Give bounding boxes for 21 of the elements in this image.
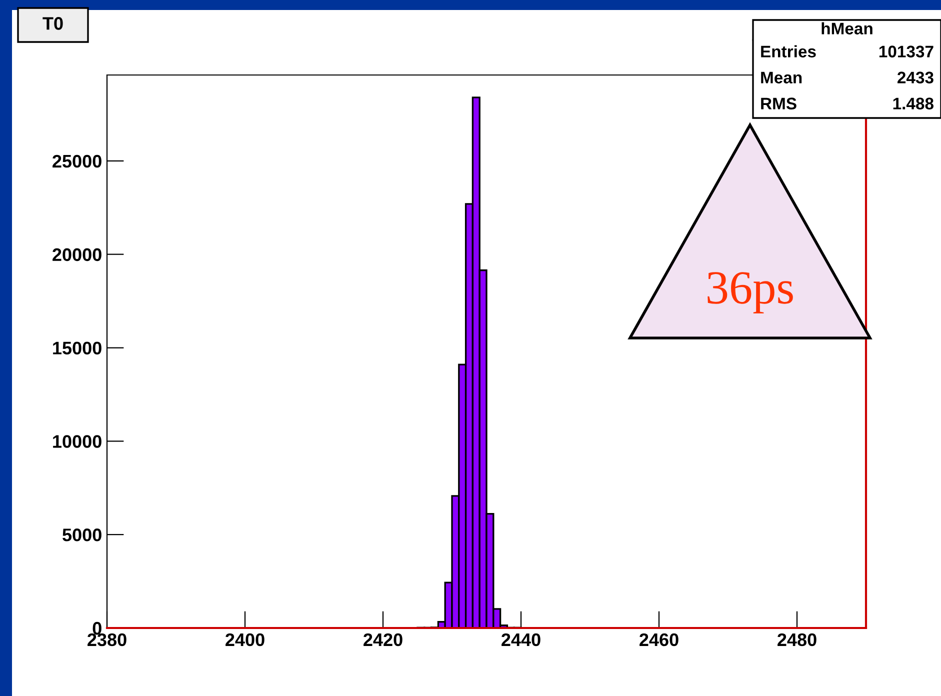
x-tick-label: 2460	[640, 633, 678, 646]
y-tick-label: 0	[92, 622, 102, 635]
annotation: 36ps	[708, 272, 793, 314]
x-tick-label: 2420	[364, 633, 402, 646]
y-tick-label: 15000	[53, 342, 102, 354]
text: 101337	[879, 46, 934, 58]
y-tick-label: 20000	[52, 248, 102, 262]
annotation: Mean	[761, 72, 802, 84]
text: 1.488	[893, 98, 934, 110]
x-tick-label: 2440	[502, 633, 540, 646]
annotation: RMS	[761, 98, 796, 110]
text: Entries	[761, 45, 816, 58]
y-tick-label: 25000	[52, 154, 102, 168]
text: 2433	[898, 72, 934, 84]
y-tick-label: 10000	[53, 435, 102, 448]
y-tick-label: 5000	[62, 528, 102, 542]
text: hMean	[822, 22, 872, 34]
x-tick-label: 2480	[778, 633, 816, 646]
chart-title: T0	[42, 17, 63, 30]
x-tick-label: 2380	[88, 633, 126, 646]
x-tick-label: 2400	[226, 633, 264, 646]
